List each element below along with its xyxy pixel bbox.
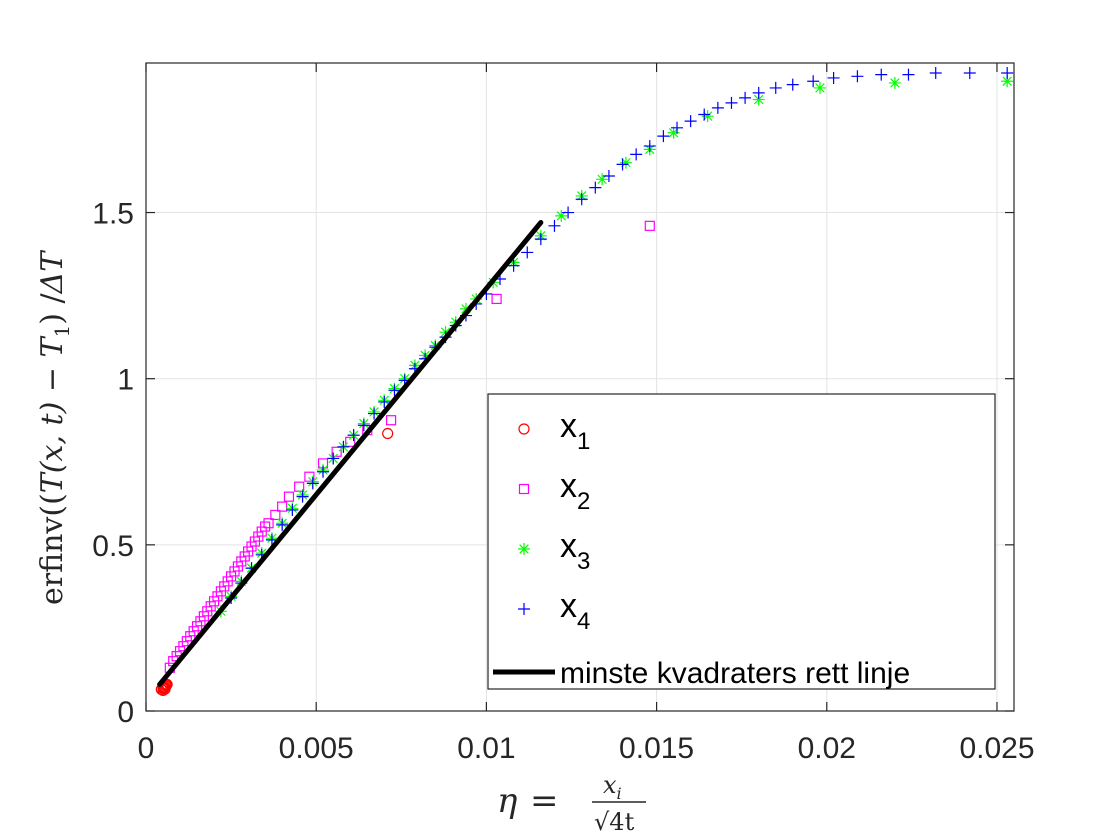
data-point: [769, 81, 782, 94]
legend-marker: [518, 423, 530, 435]
data-point: [263, 518, 274, 529]
data-point: [888, 76, 901, 89]
data-point: [317, 465, 330, 478]
data-point: [684, 115, 697, 128]
legend: x1 x2 x3 x4 minste kvadraters rett linje: [487, 393, 996, 690]
data-point: [521, 246, 534, 259]
data-point: [1001, 66, 1014, 79]
data-point: [507, 259, 520, 272]
data-point: [286, 503, 299, 516]
legend-label: x2: [560, 467, 590, 515]
data-point: [875, 68, 888, 81]
data-point: [562, 206, 575, 219]
y-axis-label: erfinv((T(x, t) − T1) /ΔT: [35, 250, 74, 605]
data-point: [786, 78, 799, 91]
data-point: [644, 220, 655, 231]
data-point: [596, 173, 609, 186]
x-tick-label: 0.01: [457, 732, 515, 765]
data-point: [929, 66, 942, 79]
y-tick-label: 1: [117, 364, 134, 397]
plot-frame: [145, 62, 1015, 712]
data-point: [459, 302, 472, 315]
data-point: [368, 407, 381, 420]
tick-labels: 0 0.005 0.01 0.015 0.02 0.025 0 0.5 1 1.5: [92, 198, 1034, 765]
data-point: [283, 491, 295, 502]
data-point: [902, 68, 915, 81]
data-point: [813, 81, 826, 94]
data-point: [260, 521, 271, 532]
data-point: [963, 66, 976, 79]
data-point: [382, 427, 394, 440]
series-fit-line: [157, 220, 544, 687]
data-point: [807, 75, 820, 88]
x-axis-label: η: [497, 781, 518, 821]
legend-label: x3: [560, 527, 590, 575]
data-point: [575, 193, 588, 206]
series-x2: [164, 220, 655, 673]
x-tick-label: 0.025: [959, 732, 1034, 765]
data-point: [643, 140, 656, 153]
data-point: [725, 96, 738, 109]
data-point: [331, 446, 342, 457]
data-point: [851, 70, 864, 83]
data-point: [388, 384, 401, 397]
data-point: [306, 477, 319, 490]
legend-entries: x1 x2 x3 x4 minste kvadraters rett linje: [493, 407, 910, 690]
data-point: [277, 501, 288, 512]
data-point: [327, 452, 340, 465]
data-point: [491, 293, 502, 305]
x-axis-label-denominator: √4t: [594, 808, 635, 836]
data-point: [671, 121, 684, 134]
data-point: [752, 86, 765, 99]
data-point: [555, 209, 568, 222]
x-axis-label-numerator: xi: [603, 771, 622, 803]
data-point: [1001, 75, 1014, 88]
legend-marker: [518, 483, 530, 495]
data-point: [589, 181, 602, 194]
y-tick-label: 0.5: [92, 530, 134, 563]
data-point: [276, 518, 289, 531]
data-point: [270, 509, 281, 521]
x-tick-label: 0: [138, 732, 155, 765]
legend-marker: [518, 603, 530, 615]
data-point: [378, 395, 391, 408]
fit-line: [157, 220, 544, 687]
data-point: [739, 91, 752, 104]
axis-ticks: [145, 63, 1014, 712]
x-tick-label: 0.005: [279, 732, 354, 765]
data-point: [711, 101, 724, 114]
data-point: [657, 130, 670, 143]
legend-box: [487, 393, 996, 690]
data-point: [602, 169, 615, 182]
y-tick-label: 0: [117, 696, 134, 729]
data-series: [155, 66, 1014, 696]
data-point: [337, 440, 350, 453]
legend-label: x1: [560, 407, 590, 455]
data-point: [630, 148, 643, 161]
data-point: [701, 110, 714, 123]
x-axis-label-eq: =: [530, 781, 559, 821]
y-tick-label: 1.5: [92, 198, 134, 231]
data-point: [159, 683, 171, 695]
data-point: [345, 436, 356, 447]
data-point: [548, 219, 561, 232]
data-point: [357, 419, 370, 432]
data-point: [385, 415, 397, 426]
x-tick-label: 0.02: [798, 732, 856, 765]
data-point: [347, 429, 360, 442]
legend-label: minste kvadraters rett linje: [560, 657, 910, 690]
data-point: [616, 158, 629, 171]
x-tick-label: 0.015: [619, 732, 694, 765]
data-point: [827, 71, 840, 84]
data-point: [157, 684, 169, 696]
data-point: [752, 93, 765, 106]
data-point: [534, 233, 547, 246]
legend-marker: [518, 543, 530, 555]
legend-label: x4: [560, 587, 590, 635]
data-point: [619, 156, 632, 169]
data-point: [296, 490, 309, 503]
data-point: [667, 126, 680, 139]
data-point: [698, 108, 711, 121]
